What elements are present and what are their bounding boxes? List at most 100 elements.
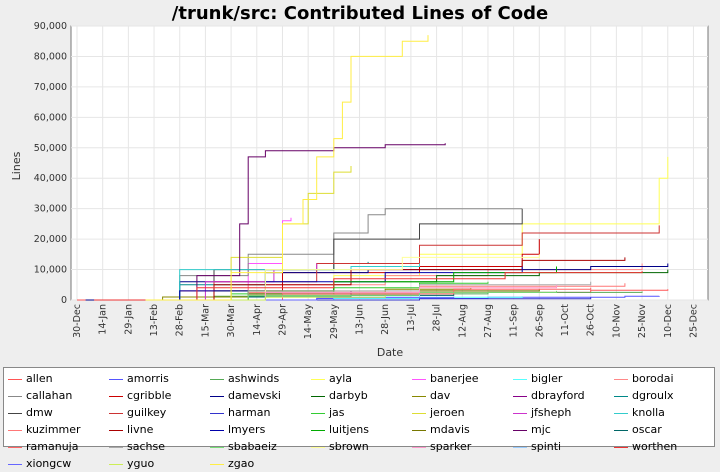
y-tick-label: 30,000 — [34, 204, 67, 215]
y-tick-label: 60,000 — [34, 112, 67, 123]
legend-swatch — [8, 395, 22, 397]
legend-label: amorris — [127, 372, 169, 385]
legend-label: callahan — [26, 389, 73, 402]
line-chart: /trunk/src: Contributed Lines of Code 0 1… — [10, 3, 709, 359]
legend-label: knolla — [632, 406, 665, 419]
legend-label: darbyb — [329, 389, 368, 402]
legend-swatch — [412, 378, 426, 380]
legend-swatch — [8, 429, 22, 431]
legend-label: jas — [329, 406, 345, 419]
legend-swatch — [8, 463, 22, 465]
legend-item-jeroen: jeroen — [412, 404, 465, 421]
x-tick-label: 14-Apr — [252, 304, 263, 336]
legend-swatch — [311, 446, 325, 448]
legend-item-zgao: zgao — [210, 455, 254, 472]
legend-label: xiongcw — [26, 457, 72, 470]
y-tick-label: 50,000 — [34, 143, 67, 154]
x-tick-label: 13-Jul — [406, 304, 417, 332]
legend-label: ayla — [329, 372, 353, 385]
legend-item-lmyers: lmyers — [210, 421, 265, 438]
x-tick-label: 14-Jan — [98, 304, 109, 335]
legend-swatch — [311, 429, 325, 431]
legend-label: livne — [127, 423, 154, 436]
legend-swatch — [8, 446, 22, 448]
legend-label: sparker — [430, 440, 472, 453]
legend-swatch — [513, 429, 527, 431]
legend-item-ramanuja: ramanuja — [8, 438, 78, 455]
legend-label: bigler — [531, 372, 563, 385]
legend-item-allen: allen — [8, 370, 53, 387]
legend-swatch — [210, 395, 224, 397]
legend-label: lmyers — [228, 423, 266, 436]
legend-swatch — [614, 378, 628, 380]
x-tick-label: 30-Dec — [72, 304, 83, 338]
series-line-jeroen — [145, 166, 352, 301]
legend-swatch — [513, 446, 527, 448]
legend-item-mjc: mjc — [513, 421, 551, 438]
plot-area — [70, 25, 709, 301]
legend-item-banerjee: banerjee — [412, 370, 479, 387]
chart-title: /trunk/src: Contributed Lines of Code — [172, 3, 548, 24]
legend-label: mjc — [531, 423, 551, 436]
x-tick-label: 28-Jul — [432, 304, 443, 332]
x-tick-label: 27-Aug — [483, 304, 494, 338]
legend-item-jas: jas — [311, 404, 345, 421]
legend-item-sachse: sachse — [109, 438, 165, 455]
series-line-zgao — [145, 35, 429, 301]
legend-item-borodai: borodai — [614, 370, 674, 387]
legend-label: mdavis — [430, 423, 470, 436]
legend-swatch — [210, 463, 224, 465]
legend-label: dgroulx — [632, 389, 674, 402]
legend-label: dav — [430, 389, 451, 402]
x-tick-label: 29-Jan — [123, 304, 134, 335]
legend-label: oscar — [632, 423, 662, 436]
legend-label: dmw — [26, 406, 53, 419]
legend-swatch — [513, 378, 527, 380]
legend-label: dbrayford — [531, 389, 585, 402]
legend-item-xiongcw: xiongcw — [8, 455, 71, 472]
legend-label: banerjee — [430, 372, 479, 385]
legend-label: ramanuja — [26, 440, 79, 453]
legend-label: cgribble — [127, 389, 172, 402]
legend-label: luitjens — [329, 423, 369, 436]
legend-swatch — [311, 395, 325, 397]
legend-label: harman — [228, 406, 271, 419]
x-tick-label: 13-Feb — [149, 304, 160, 336]
legend-item-cgribble: cgribble — [109, 387, 171, 404]
legend-item-amorris: amorris — [109, 370, 169, 387]
x-tick-label: 14-May — [303, 304, 314, 340]
legend-swatch — [412, 429, 426, 431]
legend-label: guilkey — [127, 406, 167, 419]
legend-swatch — [614, 446, 628, 448]
legend-item-dav: dav — [412, 387, 450, 404]
x-tick-label: 11-Oct — [560, 304, 571, 336]
legend-item-harman: harman — [210, 404, 270, 421]
y-axis: 0 10,000 20,000 30,000 40,000 50,000 60,000 70,… — [34, 21, 67, 306]
legend-swatch — [614, 395, 628, 397]
legend-label: worthen — [632, 440, 678, 453]
legend-item-spinti: spinti — [513, 438, 561, 455]
x-tick-label: 28-Feb — [175, 304, 186, 336]
x-tick-label: 30-Mar — [226, 304, 237, 338]
legend-item-dgroulx: dgroulx — [614, 387, 674, 404]
legend-label: yguo — [127, 457, 155, 470]
y-axis-label: Lines — [10, 151, 23, 180]
legend-item-kuzimmer: kuzimmer — [8, 421, 81, 438]
x-tick-label: 10-Nov — [611, 304, 622, 338]
x-tick-label: 26-Sep — [534, 304, 545, 337]
legend-item-sparker: sparker — [412, 438, 471, 455]
legend-swatch — [210, 446, 224, 448]
legend-swatch — [109, 395, 123, 397]
y-tick-label: 70,000 — [34, 82, 67, 93]
x-tick-label: 11-Sep — [509, 304, 520, 337]
x-tick-label: 26-Oct — [586, 304, 597, 336]
x-tick-label: 25-Dec — [688, 304, 699, 338]
legend-item-luitjens: luitjens — [311, 421, 369, 438]
series-lines — [77, 35, 669, 301]
legend-item-callahan: callahan — [8, 387, 72, 404]
legend-swatch — [311, 378, 325, 380]
legend-swatch — [8, 378, 22, 380]
x-tick-label: 10-Dec — [663, 304, 674, 338]
legend-swatch — [210, 429, 224, 431]
legend-swatch — [109, 463, 123, 465]
